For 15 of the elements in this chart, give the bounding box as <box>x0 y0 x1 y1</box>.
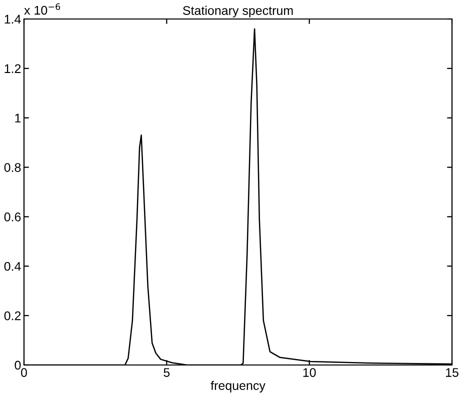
x-tick-label: 0 <box>21 368 27 377</box>
y-tick-label: 1.2 <box>4 64 21 73</box>
y-tick-label: 0 <box>14 360 21 370</box>
y-tick-label: 1.4 <box>4 14 21 24</box>
y-tick-label: 0.6 <box>4 212 21 222</box>
x-tick-label: 5 <box>164 368 170 377</box>
x-tick-label: 10 <box>303 368 316 377</box>
y-tick-label: 0.2 <box>4 311 21 320</box>
x-tick-label: 15 <box>446 368 458 377</box>
y-axis-title: x 10$^{−6}$ <box>24 3 60 15</box>
chart-title: Stationary spectrum <box>182 6 293 18</box>
y-tick-label: 1 <box>15 114 21 122</box>
y-tick-label: 0.4 <box>4 262 21 271</box>
x-axis-title: frequency <box>210 380 266 392</box>
y-tick-label: 0.8 <box>4 163 21 172</box>
